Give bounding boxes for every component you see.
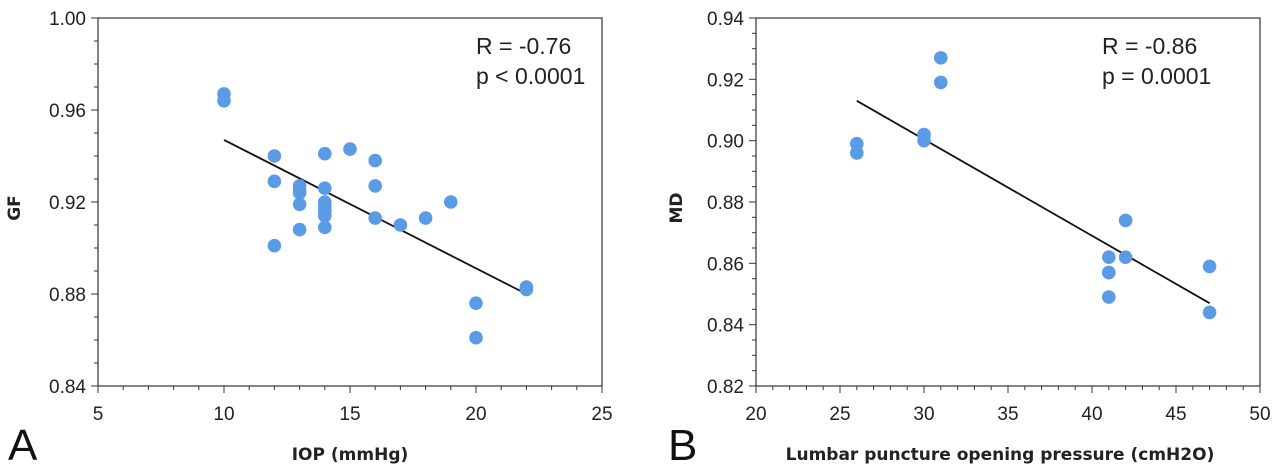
data-point bbox=[267, 238, 282, 253]
p-value-annotation: p = 0.0001 bbox=[1102, 63, 1211, 89]
x-tick-label: 20 bbox=[465, 404, 486, 425]
data-point bbox=[850, 146, 864, 160]
data-point bbox=[1118, 213, 1133, 228]
y-tick-label: 0.84 bbox=[49, 377, 86, 398]
panel-letter: B bbox=[668, 421, 697, 469]
data-point bbox=[1102, 265, 1116, 280]
panel-letter: A bbox=[8, 421, 38, 469]
y-tick-label: 0.92 bbox=[707, 70, 744, 91]
y-tick-label: 0.86 bbox=[707, 254, 744, 275]
data-point bbox=[418, 211, 433, 225]
y-tick-label: 0.90 bbox=[707, 132, 744, 153]
correlation-annotation: R = -0.86 bbox=[1102, 33, 1197, 59]
data-point bbox=[469, 330, 483, 345]
data-point bbox=[1102, 250, 1116, 264]
data-point bbox=[917, 133, 931, 148]
y-tick-label: 0.84 bbox=[707, 316, 744, 337]
data-point bbox=[318, 209, 332, 223]
p-value-annotation: p < 0.0001 bbox=[476, 63, 585, 89]
y-axis-title: GF bbox=[5, 195, 25, 221]
x-tick-label: 20 bbox=[745, 404, 766, 425]
data-point bbox=[267, 174, 282, 189]
data-point bbox=[1202, 305, 1217, 320]
data-point bbox=[368, 211, 383, 225]
x-tick-label: 25 bbox=[829, 404, 850, 425]
data-point bbox=[1118, 250, 1133, 264]
y-axis-title: MD bbox=[667, 192, 687, 223]
data-point bbox=[318, 181, 332, 195]
data-point bbox=[469, 296, 483, 311]
data-point bbox=[1102, 290, 1116, 304]
data-point bbox=[1202, 259, 1217, 274]
x-tick-label: 10 bbox=[213, 404, 234, 425]
x-axis-title: IOP (mmHg) bbox=[292, 445, 409, 465]
data-point bbox=[393, 218, 408, 232]
x-axis-title: Lumbar puncture opening pressure (cmH2O) bbox=[786, 445, 1215, 465]
data-point bbox=[368, 179, 383, 193]
x-tick-label: 5 bbox=[93, 404, 104, 425]
data-point bbox=[267, 149, 282, 163]
x-tick-label: 30 bbox=[913, 404, 934, 425]
data-point bbox=[318, 146, 332, 161]
data-point bbox=[519, 282, 534, 297]
data-point bbox=[318, 220, 332, 235]
data-point bbox=[343, 142, 357, 156]
y-tick-label: 0.88 bbox=[707, 193, 744, 214]
data-point bbox=[292, 222, 307, 237]
trendline bbox=[856, 100, 1211, 304]
x-tick-label: 25 bbox=[591, 404, 612, 425]
data-point bbox=[217, 94, 231, 108]
y-tick-label: 0.82 bbox=[707, 377, 744, 398]
y-tick-label: 0.94 bbox=[707, 9, 744, 30]
y-tick-label: 0.88 bbox=[49, 285, 86, 306]
data-point bbox=[934, 51, 948, 65]
x-tick-label: 15 bbox=[339, 404, 360, 425]
x-tick-label: 50 bbox=[1249, 404, 1270, 425]
x-tick-label: 45 bbox=[1165, 404, 1186, 425]
data-point bbox=[292, 197, 307, 212]
x-tick-label: 40 bbox=[1081, 404, 1102, 425]
y-tick-label: 0.92 bbox=[49, 193, 86, 214]
y-tick-label: 0.96 bbox=[49, 101, 86, 122]
y-tick-label: 1.00 bbox=[49, 9, 86, 30]
data-point bbox=[934, 75, 948, 90]
panel-a-scatter-chart: 5 10 15 20 25 0.84 0.88 0.92 0.96 1.00 R = -0.76 p … bbox=[5, 9, 613, 469]
panel-b-scatter-chart: 20 25 30 35 40 45 50 0.82 0.84 0.86 0.88 0.90 0.92 0.… bbox=[667, 9, 1271, 469]
x-tick-label: 35 bbox=[997, 404, 1018, 425]
correlation-annotation: R = -0.76 bbox=[476, 33, 571, 59]
data-point bbox=[444, 195, 458, 209]
data-point bbox=[368, 153, 383, 168]
data-point bbox=[292, 186, 307, 200]
